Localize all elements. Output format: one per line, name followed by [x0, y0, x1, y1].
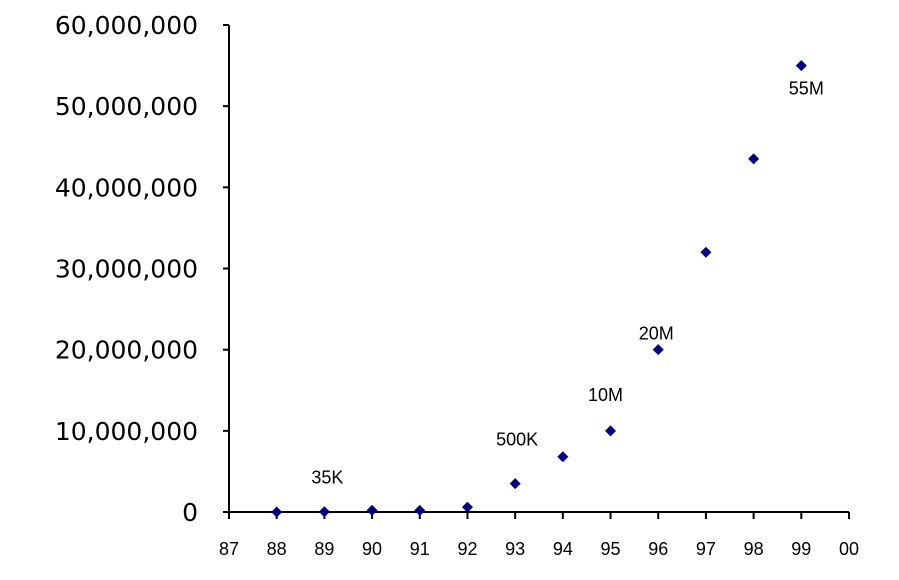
x-tick-label: 90 — [362, 539, 382, 559]
data-point — [700, 246, 712, 258]
data-label: 10M — [588, 385, 623, 405]
x-tick-label: 96 — [648, 539, 668, 559]
x-tick-label: 99 — [791, 539, 811, 559]
y-tick-label: 20,000,000 — [55, 336, 198, 365]
y-tick-label: 50,000,000 — [55, 92, 198, 121]
data-label: 20M — [639, 324, 674, 344]
x-tick-label: 95 — [601, 539, 621, 559]
data-label: 35K — [311, 468, 343, 488]
x-tick-label: 91 — [410, 539, 430, 559]
x-tick-label: 93 — [505, 539, 525, 559]
y-tick-label: 0 — [182, 498, 198, 527]
data-point — [557, 451, 569, 463]
data-point — [652, 344, 664, 356]
data-annotations: 35K 500K 10M 20M 55M — [311, 79, 823, 488]
data-point — [271, 506, 283, 518]
x-tick-label: 89 — [314, 539, 334, 559]
y-axis-ticks: 0 10,000,000 20,000,000 30,000,000 40,000,00… — [55, 11, 229, 527]
data-point — [509, 478, 521, 490]
data-label: 500K — [496, 430, 538, 450]
data-points — [271, 60, 807, 518]
data-point — [414, 504, 426, 516]
x-tick-label: 98 — [744, 539, 764, 559]
data-point — [795, 60, 807, 72]
x-tick-label: 88 — [267, 539, 287, 559]
data-point — [605, 425, 617, 437]
x-tick-label: 97 — [696, 539, 716, 559]
axes — [228, 25, 849, 513]
x-tick-label: 00 — [839, 539, 859, 559]
y-tick-label: 10,000,000 — [55, 417, 198, 446]
data-point — [318, 506, 330, 518]
x-tick-label: 94 — [553, 539, 573, 559]
x-axis-ticks: 87 88 89 90 91 92 93 94 95 96 97 98 99 00 — [219, 512, 859, 559]
x-tick-label: 87 — [219, 539, 239, 559]
data-point — [461, 501, 473, 513]
y-tick-label: 60,000,000 — [55, 11, 198, 40]
x-tick-label: 92 — [457, 539, 477, 559]
data-label: 55M — [789, 79, 824, 99]
y-tick-label: 30,000,000 — [55, 255, 198, 284]
data-point — [366, 504, 378, 516]
y-tick-label: 40,000,000 — [55, 173, 198, 202]
data-point — [748, 153, 760, 165]
